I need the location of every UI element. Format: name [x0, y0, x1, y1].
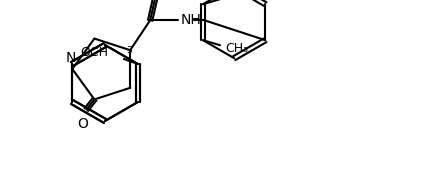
Text: O: O [77, 117, 88, 131]
Text: CH₃: CH₃ [225, 0, 248, 3]
Text: 3: 3 [126, 46, 132, 55]
Text: NH: NH [180, 13, 201, 27]
Text: OCH: OCH [80, 46, 108, 59]
Text: CH₃: CH₃ [225, 42, 248, 55]
Text: N: N [66, 51, 77, 65]
